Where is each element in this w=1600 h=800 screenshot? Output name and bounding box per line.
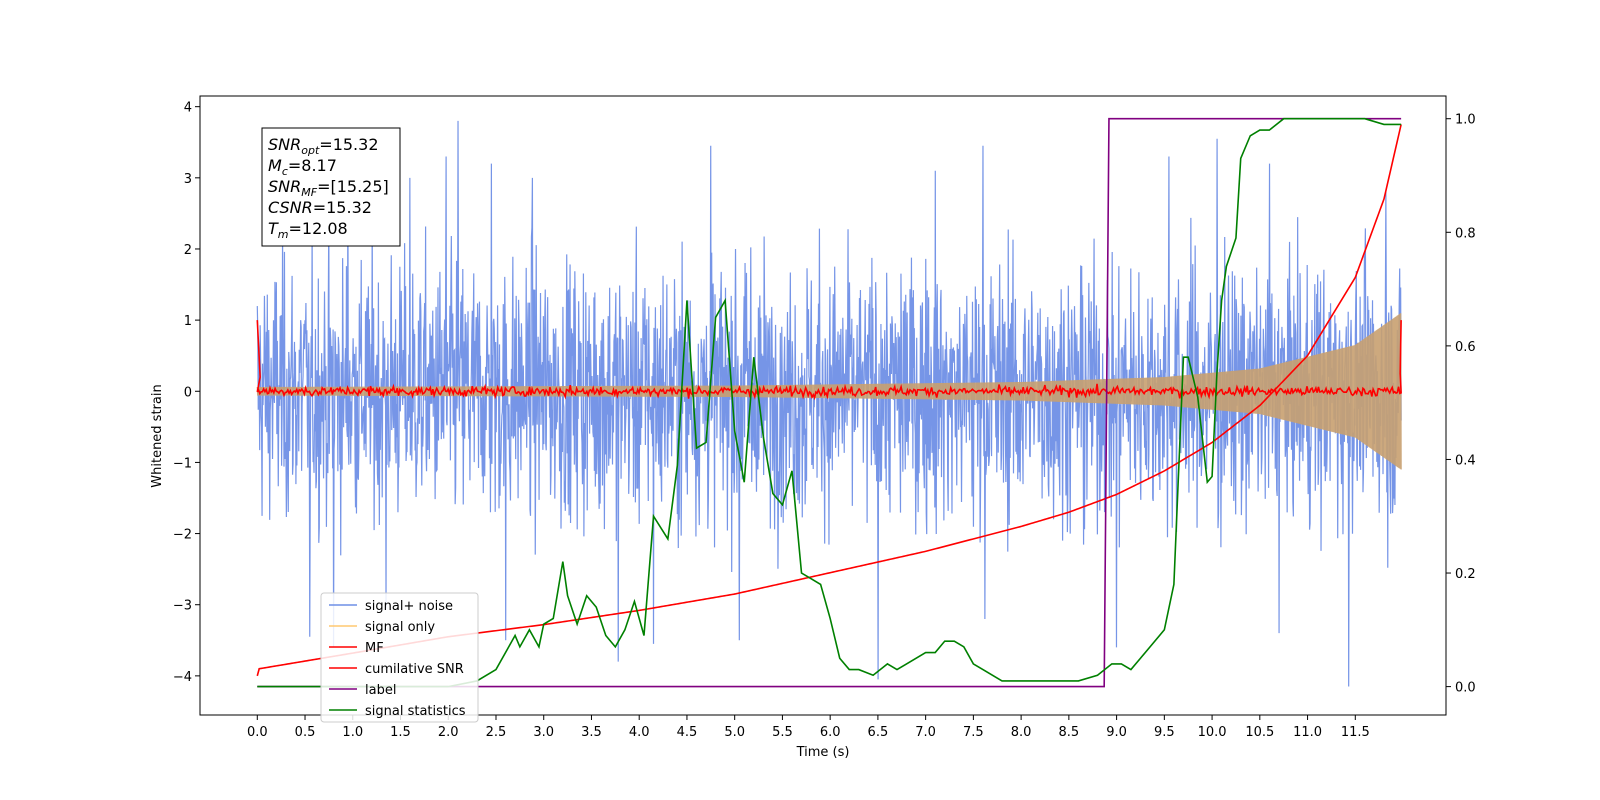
x-tick-label: 0.5: [295, 725, 316, 740]
annotation-line: SNRopt=15.32: [268, 135, 379, 157]
plot-frame: [199, 95, 1447, 716]
legend-label: MF: [365, 641, 384, 656]
y2-tick-label: 0.4: [1455, 453, 1476, 468]
x-tick-label: 0.0: [247, 725, 268, 740]
legend-frame: [320, 592, 479, 723]
series-signal-noise: [256, 120, 1402, 687]
series-mf: [256, 320, 1402, 401]
x-tick-label: 1.0: [342, 725, 363, 740]
x-tick-label: 9.0: [1106, 725, 1127, 740]
x-tick-label: 6.0: [820, 725, 841, 740]
y2-tick-label: 0.0: [1455, 681, 1476, 696]
x-tick-label: 5.5: [772, 725, 793, 740]
x-tick-label: 2.0: [438, 725, 459, 740]
series-signal-only: [256, 313, 1402, 470]
y-tick-label: 3: [184, 172, 192, 187]
snr-annotation-box: SNRopt=15.32Mc=8.17SNRMF=[15.25]CSNR=15.…: [261, 127, 401, 247]
x-tick-label: 3.0: [533, 725, 554, 740]
legend-label: signal+ noise: [365, 599, 453, 614]
x-axis: 0.0 0.5 1.0 1.5 2.0 2.5 3.0 3.5 4.0 4.5 5.0 5.5 6.0 6…: [247, 715, 1370, 740]
x-tick-label: 7.0: [915, 725, 936, 740]
y-tick-label: −3: [173, 599, 192, 614]
series-signal-statistics: [257, 117, 1402, 688]
y-tick-label: 4: [184, 101, 192, 116]
legend-label: cumilative SNR: [365, 662, 464, 677]
legend-label: signal only: [365, 620, 435, 635]
y-tick-label: 2: [184, 243, 192, 258]
annotation-line: Mc=8.17: [268, 156, 337, 178]
x-axis-title: Time (s): [796, 745, 850, 760]
annotation-frame: [261, 127, 401, 247]
y2-tick-label: 0.2: [1455, 567, 1476, 582]
x-tick-label: 4.5: [677, 725, 698, 740]
y-axis-right: 0.0 0.2 0.4 0.6 0.8 1.0: [1446, 113, 1476, 696]
y2-tick-label: 1.0: [1455, 113, 1476, 128]
x-tick-label: 8.5: [1059, 725, 1080, 740]
x-tick-label: 8.0: [1011, 725, 1032, 740]
annotation-line: Tm=12.08: [268, 219, 348, 241]
y-tick-label: 1: [184, 314, 192, 329]
y-tick-label: −4: [173, 670, 192, 685]
x-tick-label: 9.5: [1154, 725, 1175, 740]
y-axis-left: −4 −3 −2 −1 0 1 2 3 4: [173, 101, 200, 685]
y-axis-title: Whitened strain: [150, 384, 165, 487]
x-tick-label: 10.5: [1245, 725, 1274, 740]
legend-label: label: [365, 683, 396, 698]
x-tick-label: 11.5: [1341, 725, 1370, 740]
x-tick-label: 7.5: [963, 725, 984, 740]
x-tick-label: 1.5: [390, 725, 411, 740]
series-label: [257, 117, 1402, 688]
legend-label: signal statistics: [365, 704, 466, 719]
y2-tick-label: 0.8: [1455, 226, 1476, 241]
x-tick-label: 5.0: [724, 725, 745, 740]
legend: signal+ noise signal only MF cumilative SNR…: [320, 592, 479, 723]
x-tick-label: 6.5: [868, 725, 889, 740]
y2-tick-label: 0.6: [1455, 340, 1476, 355]
annotation-line: SNRMF=[15.25]: [268, 177, 389, 199]
x-tick-label: 4.0: [629, 725, 650, 740]
y-tick-label: −2: [173, 528, 192, 543]
x-tick-label: 3.5: [581, 725, 602, 740]
x-tick-label: 10.0: [1198, 725, 1227, 740]
annotation-line: CSNR=15.32: [268, 198, 372, 217]
y-tick-label: −1: [173, 456, 192, 471]
x-tick-label: 11.0: [1293, 725, 1322, 740]
x-tick-label: 2.5: [486, 725, 507, 740]
y-tick-label: 0: [184, 385, 192, 400]
